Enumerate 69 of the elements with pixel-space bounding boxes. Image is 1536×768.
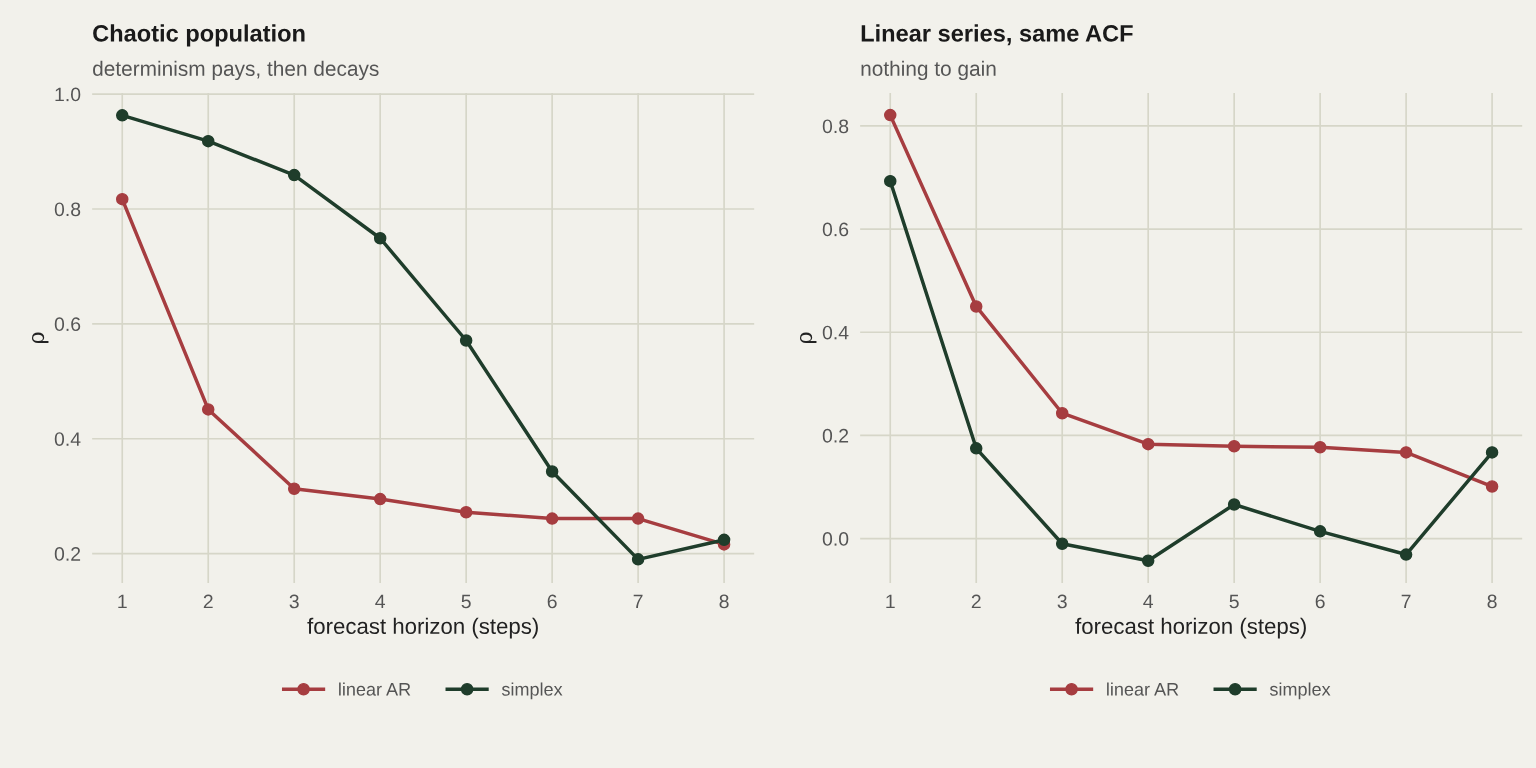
point: [1485, 480, 1499, 493]
point: [1141, 437, 1155, 451]
y-tick-label: 0.0: [822, 532, 849, 546]
point: [717, 533, 731, 547]
point: [373, 232, 387, 245]
legend-label: linear AR: [339, 682, 411, 696]
y-tick-label: 1.0: [55, 87, 81, 102]
x-tick-label: 7: [1401, 594, 1411, 609]
x-tick-label: 8: [719, 594, 729, 609]
y-tick-label: 0.6: [54, 317, 81, 332]
legend-label: simplex: [501, 682, 563, 700]
legend-label: simplex: [1269, 682, 1331, 700]
point: [459, 506, 473, 519]
x-tick-label: 4: [1143, 594, 1154, 609]
chart-title: Linear series, same ACF: [861, 24, 1133, 46]
x-axis-title: forecast horizon (steps): [307, 617, 538, 639]
point: [373, 492, 387, 506]
x-tick-label: 3: [1057, 594, 1067, 609]
point: [1055, 406, 1069, 420]
point: [1227, 439, 1241, 453]
point: [1399, 446, 1413, 459]
x-tick-label: 8: [1487, 594, 1497, 609]
chart-subtitle: nothing to gain: [861, 60, 996, 81]
point: [1055, 537, 1069, 550]
x-tick-label: 6: [547, 594, 557, 609]
point: [116, 192, 129, 206]
point: [631, 512, 645, 525]
point: [1399, 548, 1413, 561]
y-tick-label: 0.4: [54, 432, 81, 446]
x-tick-label: 7: [633, 594, 643, 609]
point: [1141, 554, 1155, 567]
x-tick-label: 1: [118, 594, 127, 609]
chart-subtitle: determinism pays, then decays: [93, 60, 379, 81]
x-tick-label: 2: [971, 594, 981, 609]
point: [631, 553, 645, 566]
x-tick-label: 5: [1229, 594, 1239, 609]
y-tick-label: 0.4: [822, 325, 849, 340]
y-tick-label: 0.2: [54, 547, 81, 561]
legend-label: linear AR: [1107, 682, 1179, 696]
point: [969, 442, 983, 455]
point: [287, 168, 301, 182]
point: [1227, 498, 1241, 511]
y-axis-title: ρ: [31, 332, 49, 344]
y-tick-label: 0.8: [822, 119, 849, 134]
point: [884, 174, 897, 188]
point: [545, 465, 559, 478]
x-tick-label: 4: [375, 594, 386, 609]
point: [459, 334, 473, 347]
y-tick-label: 0.8: [54, 202, 81, 217]
point: [545, 512, 559, 525]
point: [1485, 446, 1499, 459]
y-tick-label: 0.2: [822, 428, 849, 443]
point: [969, 300, 983, 313]
x-tick-label: 3: [289, 594, 299, 609]
point: [1313, 525, 1327, 538]
x-tick-label: 2: [203, 594, 213, 609]
point: [1313, 441, 1327, 454]
y-axis-title: ρ: [799, 332, 817, 344]
point: [116, 109, 129, 122]
point: [287, 482, 301, 495]
point: [201, 403, 215, 416]
x-axis-title: forecast horizon (steps): [1075, 617, 1306, 639]
x-tick-label: 6: [1315, 594, 1325, 609]
point: [884, 108, 897, 122]
x-tick-label: 1: [886, 594, 895, 609]
point: [201, 134, 215, 148]
x-tick-label: 5: [461, 594, 471, 609]
y-tick-label: 0.6: [822, 222, 849, 237]
chart-title: Chaotic population: [93, 24, 305, 47]
